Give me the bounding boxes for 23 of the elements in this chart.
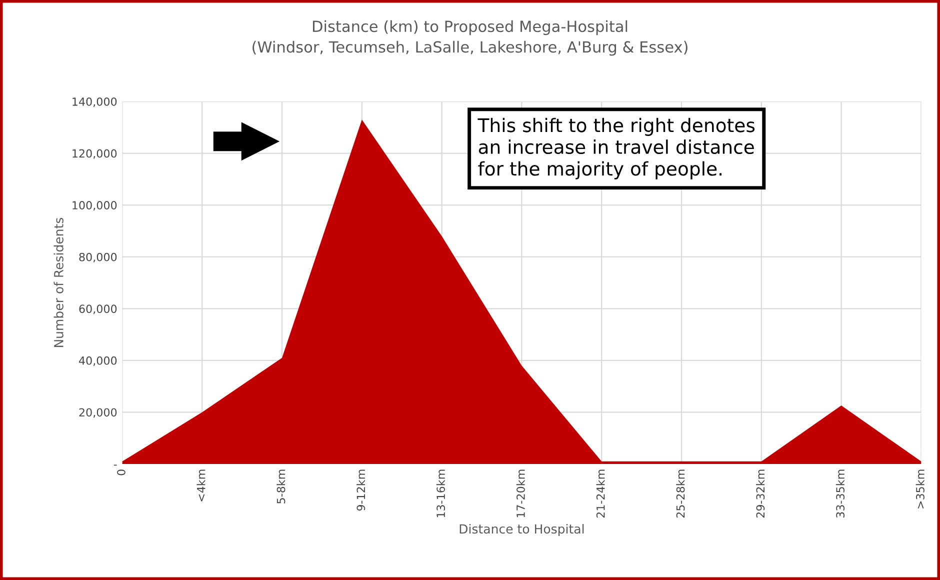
y-tick-label: 60,000 <box>79 304 117 314</box>
x-tick-label: 9-12km <box>356 470 366 511</box>
x-tick-label: 25-28km <box>676 470 685 518</box>
y-tick-label: 40,000 <box>79 356 117 366</box>
y-tick-label: - <box>114 464 117 466</box>
x-tick-label: >35km <box>916 470 924 508</box>
x-tick-label: 21-24km <box>596 470 605 518</box>
y-tick-label: 80,000 <box>79 252 117 262</box>
x-tick-label: 17-20km <box>516 470 525 518</box>
y-tick-label: 140,000 <box>72 97 117 108</box>
x-tick-label: 13-16km <box>436 470 446 518</box>
x-tick-label: 33-35km <box>836 470 845 518</box>
chart-title: Distance (km) to Proposed Mega-Hospital (Windsor, Tecumseh, LaSalle, Lakeshore, A'Burg & Essex) <box>252 20 688 56</box>
annotation: This shift to the right denotes an increase in travel distance for the majority of people. <box>478 118 755 180</box>
y-tick-label: 20,000 <box>79 408 117 418</box>
y-tick-label: 120,000 <box>72 149 117 159</box>
y-axis-title: Number of Residents <box>54 218 64 348</box>
x-tick-label: 0 <box>117 470 126 476</box>
x-tick-label: <4km <box>196 470 206 502</box>
x-tick-label: 5-8km <box>276 470 286 504</box>
x-axis-title: Distance to Hospital <box>460 524 584 536</box>
x-tick-label: 29-32km <box>756 470 765 518</box>
y-tick-label: 100,000 <box>72 201 117 211</box>
